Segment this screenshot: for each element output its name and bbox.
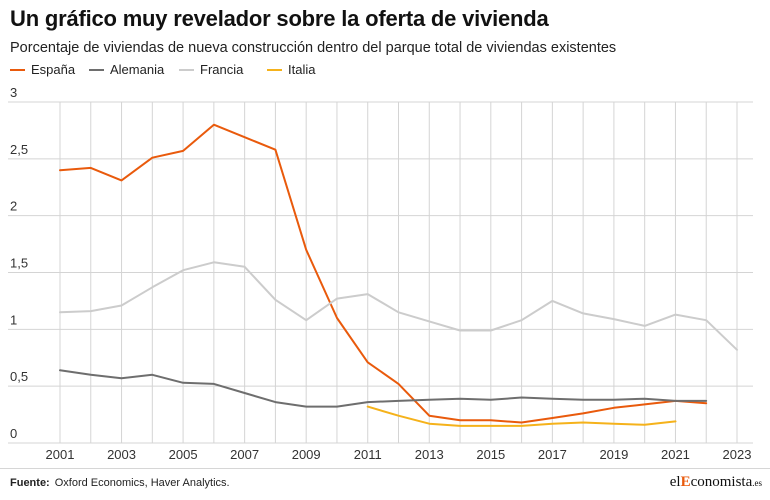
x-tick-label-2013: 2013	[415, 447, 444, 462]
brand-logo: elEconomista.es	[670, 474, 762, 491]
chart-title: Un gráfico muy revelador sobre la oferta…	[10, 6, 549, 31]
x-tick-label-2003: 2003	[107, 447, 136, 462]
x-tick-label-2011: 2011	[354, 447, 382, 462]
y-tick-label-3: 1,5	[10, 256, 28, 271]
legend-label-alemania: Alemania	[110, 62, 165, 77]
series-line-italia	[366, 405, 677, 427]
y-tick-label-5: 2,5	[10, 142, 28, 157]
series-line-francia	[59, 261, 738, 351]
legend-swatch-italia	[267, 68, 282, 71]
x-tick-label-2009: 2009	[292, 447, 321, 462]
legend-label-francia: Francia	[200, 62, 244, 77]
line-chart: 0 0,5 1 1,5 2 2,5 3 2001 2003 2005 2007 2009 2011 201…	[8, 85, 753, 462]
x-tick-label-2017: 2017	[538, 447, 567, 462]
source-text: Oxford Economics, Haver Analytics.	[54, 477, 230, 489]
source-label: Fuente:	[10, 477, 50, 489]
x-tick-label-2021: 2021	[661, 447, 690, 462]
x-tick-label-2023: 2023	[723, 447, 752, 462]
legend-swatch-francia	[179, 68, 194, 71]
x-tick-label-2001: 2001	[46, 447, 75, 462]
legend-item-alemania: Alemania	[89, 62, 164, 77]
y-tick-label-4: 2	[10, 199, 17, 214]
x-tick-label-2007: 2007	[230, 447, 259, 462]
legend-label-espana: España	[31, 62, 76, 77]
legend-item-espana: España	[10, 62, 75, 77]
brand-suffix: .es	[752, 478, 762, 488]
footer-divider	[0, 468, 770, 469]
brand-pre: el	[669, 474, 681, 490]
chart-subtitle: Porcentaje de viviendas de nueva constru…	[10, 40, 617, 56]
series-line-alemania	[59, 369, 708, 408]
brand-highlight: E	[680, 474, 691, 490]
legend-item-italia: Italia	[267, 62, 315, 77]
y-tick-label-0: 0	[10, 426, 17, 441]
legend-swatch-espana	[10, 68, 25, 71]
y-tick-label-6: 3	[10, 85, 17, 100]
series-line-espana	[59, 123, 708, 424]
x-tick-label-2019: 2019	[599, 447, 628, 462]
x-tick-label-2005: 2005	[169, 447, 198, 462]
legend-item-francia: Francia	[179, 62, 243, 77]
y-tick-label-1: 0,5	[10, 369, 28, 384]
source-note: Fuente: Oxford Economics, Haver Analytics…	[10, 477, 230, 489]
x-tick-label-2015: 2015	[476, 447, 505, 462]
y-tick-label-2: 1	[10, 312, 17, 327]
legend-swatch-alemania	[89, 68, 104, 71]
brand-post: conomista	[690, 474, 753, 490]
legend-label-italia: Italia	[288, 62, 316, 77]
